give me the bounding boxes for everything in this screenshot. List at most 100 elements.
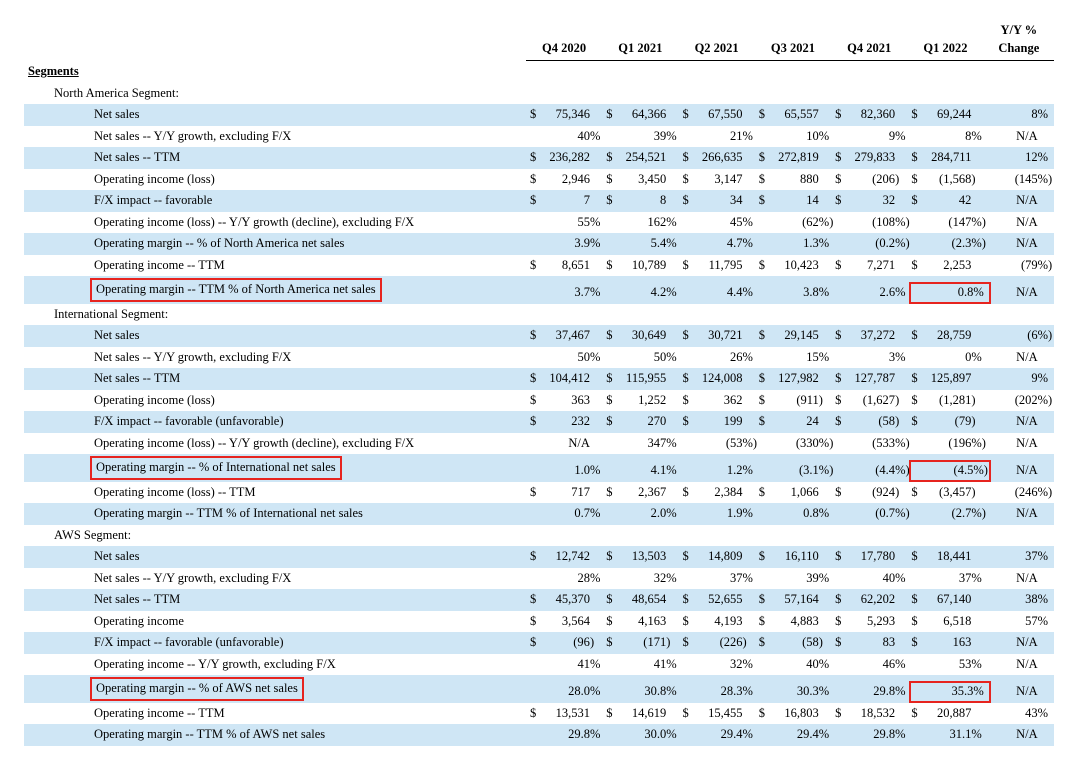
col-header: Q3 2021: [755, 20, 831, 61]
table-cell: 40 %: [526, 126, 602, 148]
yy-cell: 9 %: [984, 368, 1054, 390]
row-label: Net sales: [24, 546, 526, 568]
row-label: Net sales -- Y/Y growth, excluding F/X: [24, 126, 526, 148]
yy-cell: N/A: [984, 212, 1054, 234]
table-cell: 29.4 %: [679, 724, 755, 746]
yy-cell: 37 %: [984, 546, 1054, 568]
table-cell: $127,787: [831, 368, 907, 390]
table-cell: $2,384: [679, 482, 755, 504]
table-cell: (0.2 %): [831, 233, 907, 255]
table-cell: $5,293: [831, 611, 907, 633]
table-cell: 26 %: [679, 347, 755, 369]
yy-cell: N/A: [984, 632, 1054, 654]
table-row: Operating margin -- TTM % of North Ameri…: [24, 276, 1054, 304]
table-cell: (2.3 %): [907, 233, 983, 255]
table-cell: $11,795: [679, 255, 755, 277]
table-cell: $14,809: [679, 546, 755, 568]
table-cell: $24: [755, 411, 831, 433]
table-cell: $30,649: [602, 325, 678, 347]
yy-cell: N/A: [984, 454, 1054, 482]
row-label: Net sales: [24, 104, 526, 126]
table-cell: $363: [526, 390, 602, 412]
yy-cell: 57 %: [984, 611, 1054, 633]
table-cell: 3.8 %: [755, 276, 831, 304]
table-cell: $4,883: [755, 611, 831, 633]
row-label: F/X impact -- favorable (unfavorable): [24, 411, 526, 433]
table-cell: 9 %: [831, 126, 907, 148]
table-cell: $57,164: [755, 589, 831, 611]
table-cell: 28 %: [526, 568, 602, 590]
table-cell: $279,833: [831, 147, 907, 169]
table-cell: $13,503: [602, 546, 678, 568]
yy-cell: (202 %): [984, 390, 1054, 412]
table-cell: $10,423: [755, 255, 831, 277]
table-row: Operating income (loss) -- Y/Y growth (d…: [24, 212, 1054, 234]
table-cell: $52,655: [679, 589, 755, 611]
table-cell: (4.5 %): [907, 454, 983, 482]
table-cell: 46 %: [831, 654, 907, 676]
table-cell: 29.8 %: [526, 724, 602, 746]
table-cell: $37,272: [831, 325, 907, 347]
table-cell: 0.8 %: [907, 276, 983, 304]
table-cell: $(96): [526, 632, 602, 654]
table-cell: 4.1 %: [602, 454, 678, 482]
table-cell: $163: [907, 632, 983, 654]
table-cell: (196 %): [907, 433, 983, 455]
table-cell: 40 %: [831, 568, 907, 590]
table-cell: $284,711: [907, 147, 983, 169]
table-cell: $1,252: [602, 390, 678, 412]
table-cell: (2.7 %): [907, 503, 983, 525]
table-cell: 3 %: [831, 347, 907, 369]
table-cell: (0.7 %): [831, 503, 907, 525]
yy-cell: 43 %: [984, 703, 1054, 725]
table-row: Net sales -- TTM$45,370$48,654$52,655$57…: [24, 589, 1054, 611]
yy-cell: N/A: [984, 503, 1054, 525]
yy-cell: N/A: [984, 233, 1054, 255]
table-row: Operating income -- TTM$13,531$14,619$15…: [24, 703, 1054, 725]
yy-cell: N/A: [984, 276, 1054, 304]
table-cell: 39 %: [602, 126, 678, 148]
table-cell: 2.0 %: [602, 503, 678, 525]
col-header-yy: Y/Y % Change: [984, 20, 1054, 61]
table-cell: (147 %): [907, 212, 983, 234]
table-cell: $199: [679, 411, 755, 433]
financial-table: Q4 2020 Q1 2021 Q2 2021 Q3 2021 Q4 2021 …: [24, 20, 1054, 746]
row-label: Operating margin -- % of International n…: [24, 454, 526, 482]
row-label: Operating income -- TTM: [24, 255, 526, 277]
col-header: Q4 2021: [831, 20, 907, 61]
table-cell: 1.2 %: [679, 454, 755, 482]
table-cell: 28.0 %: [526, 675, 602, 703]
table-cell: $20,887: [907, 703, 983, 725]
table-row: Net sales -- TTM$104,412$115,955$124,008…: [24, 368, 1054, 390]
table-row: Net sales$37,467$30,649$30,721$29,145$37…: [24, 325, 1054, 347]
table-cell: $254,521: [602, 147, 678, 169]
table-cell: 29.4 %: [755, 724, 831, 746]
yy-cell: N/A: [984, 126, 1054, 148]
table-cell: 3.9 %: [526, 233, 602, 255]
table-cell: $7,271: [831, 255, 907, 277]
row-label: Net sales -- Y/Y growth, excluding F/X: [24, 347, 526, 369]
table-cell: (53 %): [679, 433, 755, 455]
table-row: Operating income (loss) -- Y/Y growth (d…: [24, 433, 1054, 455]
row-label: Operating income (loss): [24, 390, 526, 412]
row-label: Net sales -- TTM: [24, 147, 526, 169]
table-cell: $12,742: [526, 546, 602, 568]
table-cell: 37 %: [907, 568, 983, 590]
table-cell: $(1,568): [907, 169, 983, 191]
table-cell: $3,450: [602, 169, 678, 191]
table-cell: $4,193: [679, 611, 755, 633]
table-cell: $14,619: [602, 703, 678, 725]
table-cell: $(226): [679, 632, 755, 654]
table-cell: $16,110: [755, 546, 831, 568]
table-cell: 32 %: [602, 568, 678, 590]
table-cell: $(1,627): [831, 390, 907, 412]
table-row: Net sales -- Y/Y growth, excluding F/X28…: [24, 568, 1054, 590]
row-label: Operating margin -- TTM % of Internation…: [24, 503, 526, 525]
table-row: Operating income (loss)$2,946$3,450$3,14…: [24, 169, 1054, 191]
yy-cell: N/A: [984, 675, 1054, 703]
table-cell: $(911): [755, 390, 831, 412]
segment-heading: International Segment:: [24, 304, 1054, 326]
table-cell: 35.3 %: [907, 675, 983, 703]
yy-cell: N/A: [984, 568, 1054, 590]
table-cell: 4.7 %: [679, 233, 755, 255]
